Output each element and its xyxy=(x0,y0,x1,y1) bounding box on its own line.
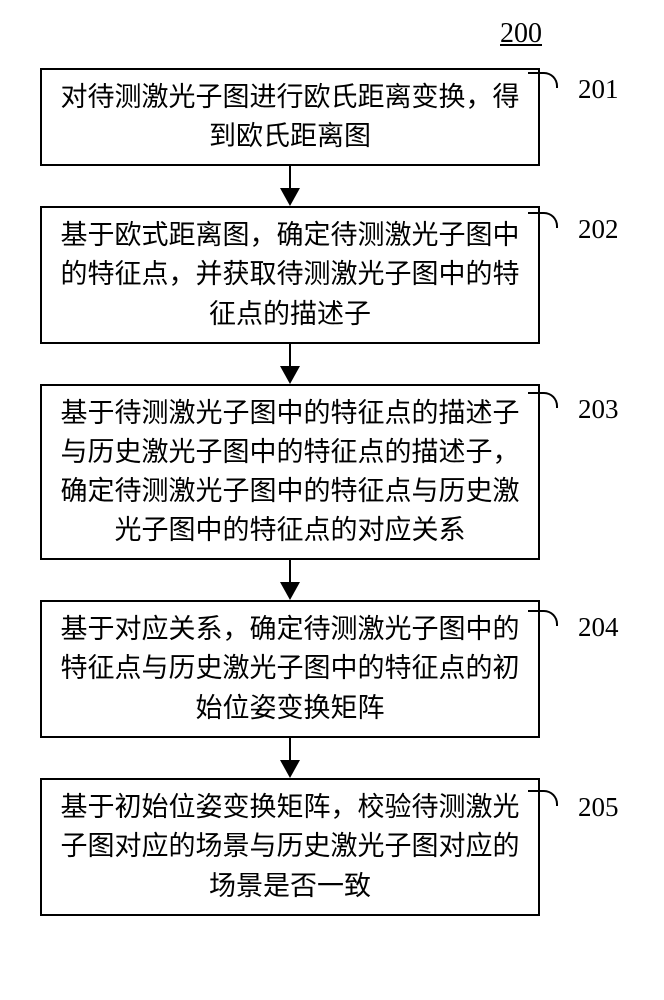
step-label-204: 204 xyxy=(578,612,619,643)
step-label-203: 203 xyxy=(578,394,619,425)
flow-step-text: 对待测激光子图进行欧氏距离变换，得到欧氏距离图 xyxy=(60,78,520,156)
step-label-205: 205 xyxy=(578,792,619,823)
leader-line xyxy=(528,392,558,408)
leader-line xyxy=(528,212,558,228)
arrow xyxy=(280,344,300,384)
arrow xyxy=(280,166,300,206)
step-label-201: 201 xyxy=(578,74,619,105)
figure-number: 200 xyxy=(500,18,542,50)
flow-step-202: 基于欧式距离图，确定待测激光子图中的特征点，并获取待测激光子图中的特征点的描述子 xyxy=(40,206,540,344)
leader-line xyxy=(528,72,558,88)
leader-line xyxy=(528,610,558,626)
step-label-202: 202 xyxy=(578,214,619,245)
flow-step-201: 对待测激光子图进行欧氏距离变换，得到欧氏距离图 xyxy=(40,68,540,166)
leader-line xyxy=(528,790,558,806)
flow-step-text: 基于初始位姿变换矩阵，校验待测激光子图对应的场景与历史激光子图对应的场景是否一致 xyxy=(60,788,520,905)
arrow xyxy=(280,738,300,778)
flowchart-container: 对待测激光子图进行欧氏距离变换，得到欧氏距离图基于欧式距离图，确定待测激光子图中… xyxy=(40,68,540,916)
flow-step-205: 基于初始位姿变换矩阵，校验待测激光子图对应的场景与历史激光子图对应的场景是否一致 xyxy=(40,778,540,916)
flow-step-text: 基于欧式距离图，确定待测激光子图中的特征点，并获取待测激光子图中的特征点的描述子 xyxy=(60,216,520,333)
flow-step-203: 基于待测激光子图中的特征点的描述子与历史激光子图中的特征点的描述子，确定待测激光… xyxy=(40,384,540,560)
flow-step-text: 基于待测激光子图中的特征点的描述子与历史激光子图中的特征点的描述子，确定待测激光… xyxy=(60,394,520,551)
arrow xyxy=(280,560,300,600)
flow-step-text: 基于对应关系，确定待测激光子图中的特征点与历史激光子图中的特征点的初始位姿变换矩… xyxy=(60,610,520,727)
flow-step-204: 基于对应关系，确定待测激光子图中的特征点与历史激光子图中的特征点的初始位姿变换矩… xyxy=(40,600,540,738)
